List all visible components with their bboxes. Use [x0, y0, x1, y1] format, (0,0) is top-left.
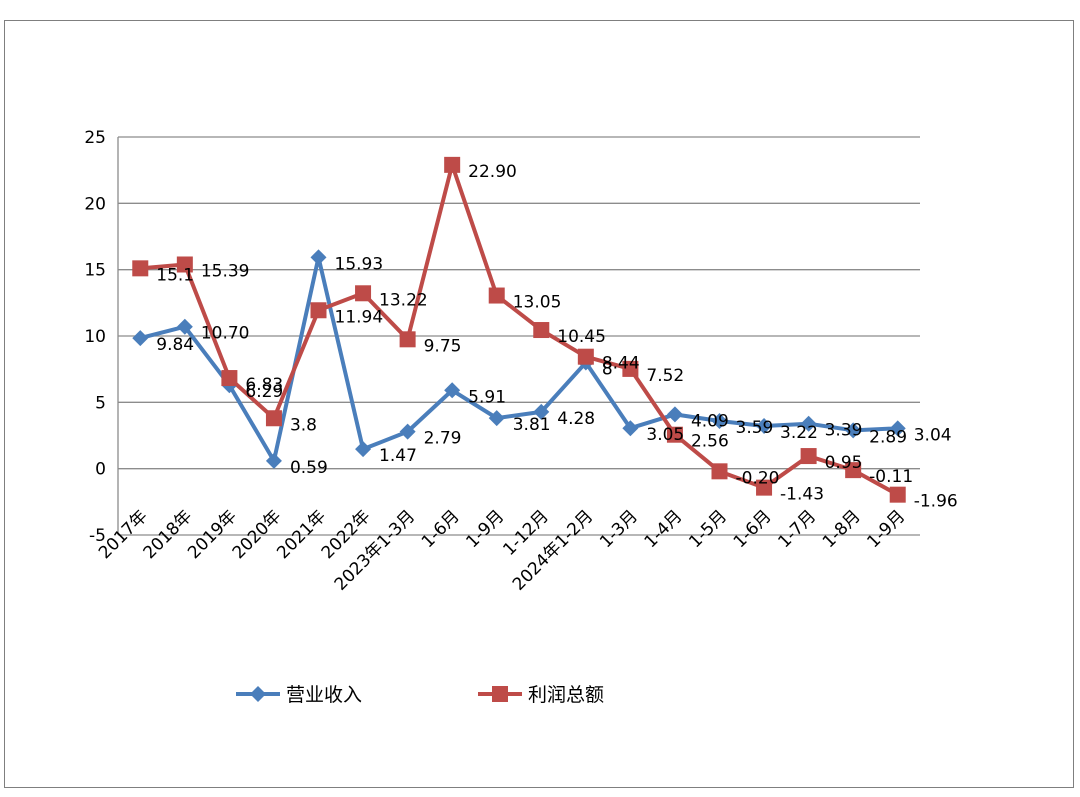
- x-tick-label: 1-9月: [863, 506, 909, 552]
- data-label: 8: [602, 360, 613, 380]
- data-point-diamond: [355, 441, 372, 458]
- data-label: 11.94: [335, 307, 384, 327]
- data-label: -1.96: [914, 492, 958, 512]
- data-label: 5.91: [468, 387, 506, 407]
- data-point-square: [444, 156, 461, 173]
- data-point-diamond: [488, 410, 505, 427]
- data-point-square: [756, 479, 773, 496]
- data-label: -0.20: [736, 468, 780, 488]
- data-point-square: [176, 256, 193, 273]
- data-label: 3.05: [646, 425, 684, 445]
- data-label: 3.04: [914, 425, 952, 445]
- y-tick-label: 20: [84, 194, 106, 214]
- data-point-diamond: [622, 420, 639, 437]
- data-label: 15.93: [335, 254, 384, 274]
- data-label: 10.45: [557, 327, 606, 347]
- data-label: 8.44: [602, 354, 640, 374]
- data-label: 13.05: [513, 293, 562, 313]
- y-tick-label: 0: [95, 460, 106, 480]
- data-label: 4.28: [557, 409, 595, 429]
- data-point-diamond: [711, 413, 728, 430]
- x-tick-label: 1-6月: [730, 506, 776, 552]
- data-point-square: [889, 486, 906, 503]
- data-point-diamond: [444, 382, 461, 399]
- data-point-diamond: [756, 417, 773, 434]
- data-point-square: [132, 260, 149, 277]
- data-label: 3.39: [825, 421, 863, 441]
- data-point-diamond: [399, 423, 416, 440]
- data-label: 15.1: [156, 265, 194, 285]
- data-point-square: [711, 463, 728, 480]
- data-label: 3.8: [290, 415, 317, 435]
- data-label: 2.79: [424, 429, 462, 449]
- data-label: 3.81: [513, 415, 551, 435]
- data-point-square: [533, 322, 550, 339]
- series-line-2: [140, 162, 899, 497]
- data-label: -0.11: [869, 467, 913, 487]
- x-tick-label: 1-4月: [641, 506, 687, 552]
- data-labels: 9.84 10.70 6.29 0.59 15.93 1.47 2.79 5.91 3.81 4.…: [156, 162, 957, 512]
- legend: 营业收入 利润总额: [236, 684, 604, 706]
- data-point-square: [622, 360, 639, 377]
- y-tick-label: 25: [84, 128, 106, 148]
- data-point-square: [221, 370, 238, 387]
- y-tick-label: 10: [84, 327, 106, 347]
- legend-label: 利润总额: [528, 684, 604, 706]
- data-point-diamond: [800, 415, 817, 432]
- x-axis-ticks: 2017年2018年2019年2020年2021年2022年2023年1-3月1…: [95, 506, 909, 594]
- x-tick-label: 1-3月: [596, 506, 642, 552]
- data-label: 10.70: [201, 324, 250, 344]
- legend-label: 营业收入: [286, 684, 362, 706]
- gridlines: [117, 136, 920, 536]
- data-point-square: [845, 462, 862, 479]
- data-point-square: [666, 426, 683, 443]
- data-label: 1.47: [379, 446, 417, 466]
- chart-frame: [4, 20, 1074, 788]
- x-tick-label: 1-5月: [685, 506, 731, 552]
- data-label: 15.39: [201, 261, 250, 281]
- y-tick-label: 5: [95, 393, 106, 413]
- data-point-square: [800, 448, 817, 465]
- data-point-diamond: [889, 420, 906, 437]
- data-label: 0.59: [290, 458, 328, 478]
- data-point-diamond: [132, 330, 149, 347]
- data-point-square: [310, 302, 327, 319]
- y-tick-label: 15: [84, 261, 106, 281]
- data-point-square: [355, 285, 372, 302]
- data-label: 9.75: [424, 336, 462, 356]
- data-label: 6.29: [245, 382, 283, 402]
- data-point-diamond: [265, 452, 282, 469]
- y-tick-label: -5: [89, 526, 106, 546]
- legend-marker-diamond: [250, 686, 266, 702]
- data-point-diamond: [666, 406, 683, 423]
- data-label: 7.52: [646, 366, 684, 386]
- x-tick-label: 1-6月: [418, 506, 464, 552]
- data-label: 0.95: [825, 453, 863, 473]
- data-label: 9.84: [156, 335, 194, 355]
- data-label: 13.22: [379, 290, 428, 310]
- data-label: 2.89: [869, 427, 907, 447]
- data-label: 3.59: [736, 418, 774, 438]
- data-label: 6.83: [245, 375, 283, 395]
- data-label: 2.56: [691, 432, 729, 452]
- data-point-square: [265, 410, 282, 427]
- data-label: 3.22: [780, 423, 818, 443]
- x-tick-label: 1-8月: [819, 506, 865, 552]
- legend-marker-square: [492, 686, 508, 702]
- data-point-diamond: [533, 403, 550, 420]
- data-point-diamond: [310, 249, 327, 266]
- series-markers: [132, 156, 906, 503]
- data-point-square: [399, 331, 416, 348]
- data-point-square: [488, 287, 505, 304]
- x-tick-label: 1-7月: [774, 506, 820, 552]
- data-point-diamond: [176, 318, 193, 335]
- data-label: 4.09: [691, 411, 729, 431]
- y-axis-ticks: -5 0 5 10 15 20 25: [84, 128, 106, 546]
- data-point-diamond: [845, 422, 862, 439]
- data-label: 22.90: [468, 162, 517, 182]
- data-label: -1.43: [780, 485, 824, 505]
- series-lines: [139, 162, 899, 497]
- data-point-square: [577, 348, 594, 365]
